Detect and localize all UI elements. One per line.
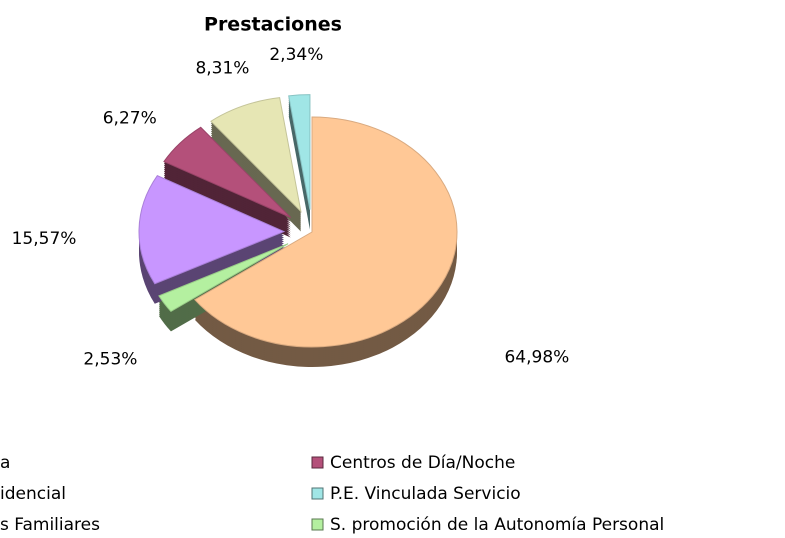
legend-label: s Familiares — [0, 515, 100, 535]
slice — [210, 97, 302, 213]
slice — [158, 243, 289, 313]
legend-label: idencial — [0, 484, 66, 504]
data-label: 15,57% — [12, 229, 77, 249]
data-label: 8,31% — [195, 58, 249, 78]
data-label: 2,53% — [83, 350, 137, 370]
slice — [163, 126, 292, 218]
legend-swatch — [311, 456, 324, 469]
data-label: 2,34% — [269, 45, 323, 65]
legend-label: P.E. Vinculada Servicio — [330, 484, 521, 504]
chart-title: Prestaciones — [204, 14, 342, 36]
data-label: 6,27% — [103, 109, 157, 129]
legend-swatch — [311, 487, 324, 500]
legend-label: Centros de Día/Noche — [330, 453, 515, 473]
legend-label: S. promoción de la Autonomía Personal — [330, 515, 664, 535]
slice — [194, 116, 458, 348]
slice — [288, 94, 311, 210]
legend-label: a — [0, 453, 10, 473]
slice — [138, 175, 286, 285]
legend-swatch — [311, 518, 324, 531]
data-label: 64,98% — [504, 348, 569, 368]
